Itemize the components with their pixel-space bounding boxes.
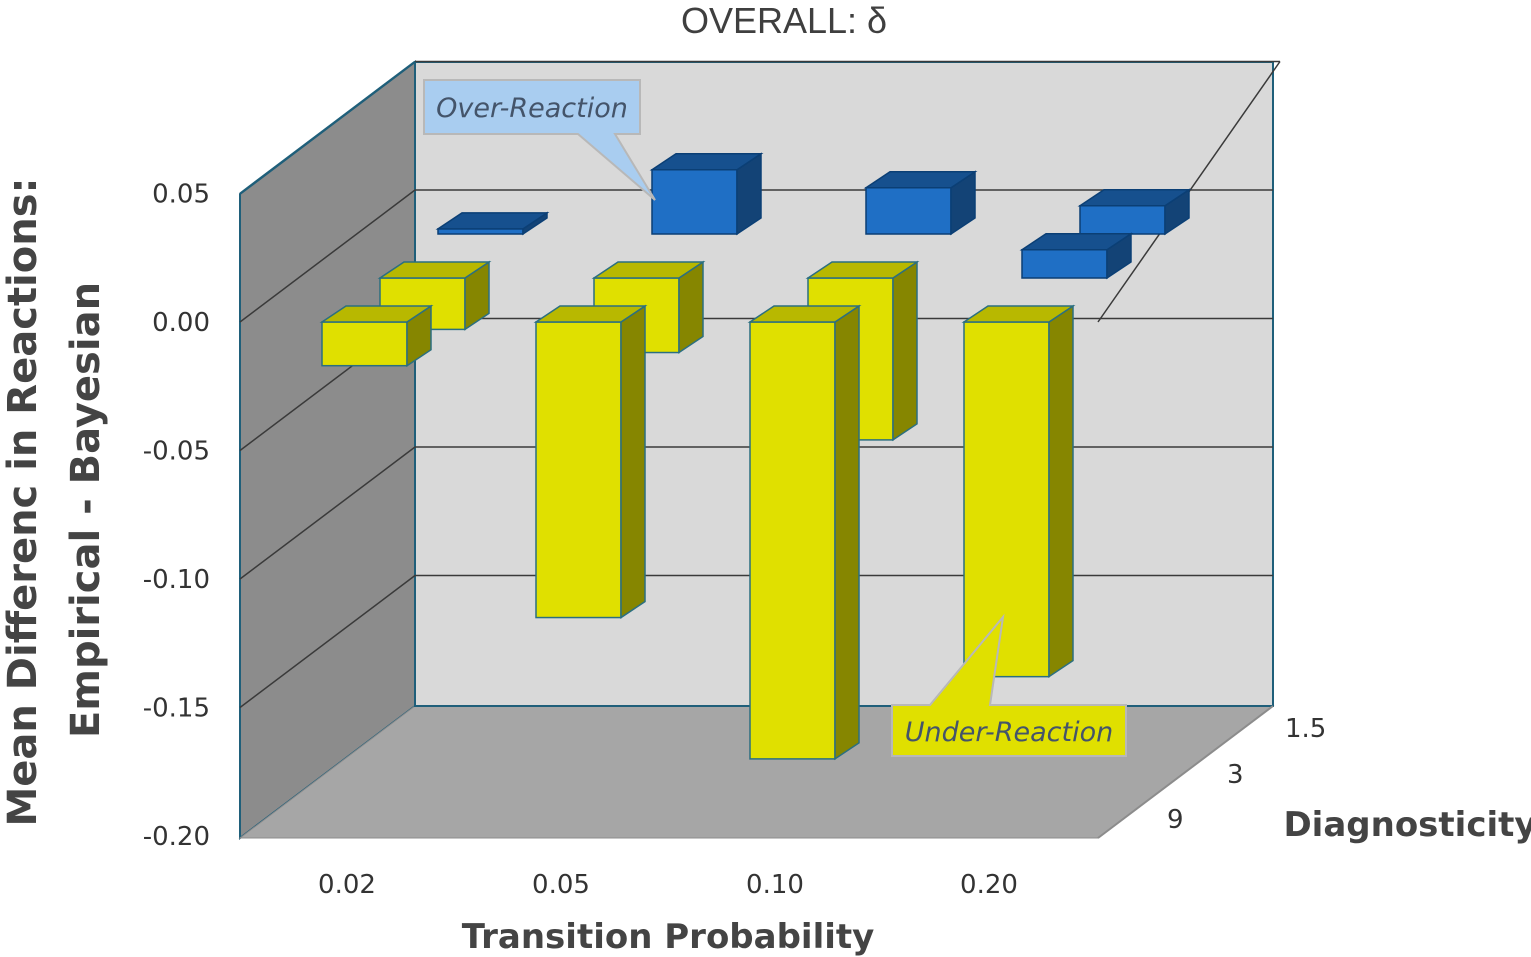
z-tick-label: 1.5 xyxy=(1285,714,1326,744)
chart-title: OVERALL: δ xyxy=(681,0,887,41)
bar-top-face xyxy=(319,305,434,323)
side-top-edge xyxy=(239,60,416,195)
x-tick-label: 0.20 xyxy=(960,870,1018,900)
bar-top-face xyxy=(863,170,978,189)
bar-top-face xyxy=(805,261,920,279)
x-tick-label: 0.10 xyxy=(746,870,804,900)
bar-front-face xyxy=(1079,204,1166,235)
y-tick-label: -0.10 xyxy=(143,565,210,595)
bar-top-face xyxy=(435,212,550,230)
x-tick-label: 0.02 xyxy=(318,870,376,900)
y-tick-label: 0.05 xyxy=(152,180,210,210)
bar-top-face xyxy=(377,261,492,279)
under-reaction-label: Under-Reaction xyxy=(905,717,1113,748)
bar-front-face xyxy=(535,321,622,619)
bar-1.5-0.02 xyxy=(435,211,550,236)
bar-side-face xyxy=(834,304,860,761)
bar-top-face xyxy=(1077,188,1192,207)
bar-9-0.02 xyxy=(319,304,434,368)
z-tick-label: 9 xyxy=(1167,805,1184,835)
bar-9-0.20 xyxy=(961,304,1076,679)
tick-labels: 0.05 0.00 -0.05 -0.10 -0.15 -0.20 0.02 0.05 0.10… xyxy=(143,180,1327,901)
bar-1.5-0.05 xyxy=(649,152,764,236)
y-axis-title-line2: Empirical - Bayesian xyxy=(63,282,109,738)
z-axis-line xyxy=(1097,705,1274,839)
bar-front-face xyxy=(1021,248,1108,279)
under-reaction-callout-box xyxy=(891,613,1127,757)
gridline-side xyxy=(239,446,416,580)
bar-3-0.20 xyxy=(1019,232,1134,280)
bar-9-0.10 xyxy=(747,304,862,761)
side-wall xyxy=(239,59,416,841)
bar-1.5-0.10 xyxy=(863,170,978,236)
y-axis-title-line1: Mean Differenc in Reactions: xyxy=(0,177,46,826)
bar-9-0.05 xyxy=(533,304,648,619)
bar-3-0.02 xyxy=(377,260,492,331)
gridline-side xyxy=(239,574,416,709)
bar-1.5-0.20 xyxy=(1077,188,1192,236)
x-tick-label: 0.05 xyxy=(532,870,590,900)
bar-front-face xyxy=(321,321,408,367)
bar-side-face xyxy=(620,304,646,619)
bar-top-face xyxy=(961,305,1076,323)
y-tick-label: -0.05 xyxy=(143,437,210,467)
z-tick-label: 3 xyxy=(1227,760,1244,790)
gridline-side xyxy=(239,189,416,323)
z-axis-title: Diagnosticity xyxy=(1283,805,1531,845)
bar-top-face xyxy=(533,305,648,323)
bar-side-face xyxy=(892,260,918,442)
y-tick-label: -0.15 xyxy=(143,694,210,724)
bar-front-face xyxy=(963,321,1050,678)
bar-side-face xyxy=(1048,304,1074,679)
bar-front-face xyxy=(651,169,738,235)
over-reaction-callout-box xyxy=(423,79,656,201)
bar-top-face xyxy=(1019,232,1134,251)
over-reaction-callout: Over-Reaction xyxy=(423,79,656,201)
bar-top-face xyxy=(747,305,862,323)
bar-top-face xyxy=(649,153,764,171)
bars xyxy=(319,152,1192,761)
y-tick-label: 0.00 xyxy=(152,308,210,338)
under-reaction-callout: Under-Reaction xyxy=(891,613,1127,757)
bar-front-face xyxy=(749,321,836,760)
over-reaction-label: Over-Reaction xyxy=(436,93,628,124)
bar-top-face xyxy=(591,261,706,279)
bar-front-face xyxy=(437,228,524,235)
bar-front-face xyxy=(865,186,952,235)
x-axis-title: Transition Probability xyxy=(462,917,875,957)
y-tick-label: -0.20 xyxy=(143,822,210,852)
